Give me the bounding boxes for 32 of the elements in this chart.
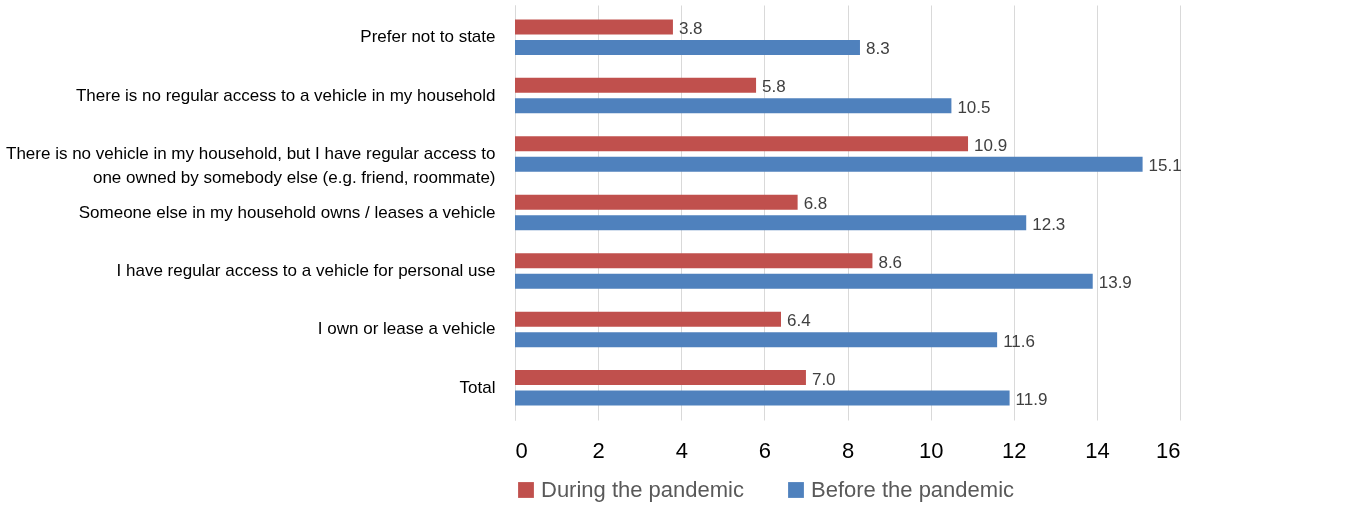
legend-label: Before the pandemic [811, 477, 1015, 502]
data-label: 6.8 [803, 194, 828, 214]
data-label: 5.8 [762, 77, 786, 97]
data-label: 15.1 [1148, 156, 1182, 176]
y-tick-label: There is no regular access to a vehicle in my household [75, 85, 496, 105]
x-tick-label: 12 [1002, 437, 1027, 463]
y-tick-label: I own or lease a vehicle [317, 319, 496, 339]
data-label: 10.9 [974, 135, 1008, 155]
data-label: 10.5 [957, 97, 991, 117]
data-label: 11.6 [1003, 331, 1035, 351]
y-tick-label: Someone else in my household owns / leases a vehicle [78, 202, 496, 222]
x-tick-label: 2 [592, 437, 605, 463]
data-label: 12.3 [1032, 214, 1066, 234]
x-tick-label: 14 [1085, 437, 1110, 463]
data-label: 11.9 [1015, 390, 1048, 410]
legend-label: During the pandemic [541, 477, 745, 502]
data-label: 7.0 [811, 369, 836, 389]
y-tick-label: I have regular access to a vehicle for personal use [116, 260, 496, 280]
x-tick-label: 6 [758, 437, 771, 463]
x-tick-label: 0 [515, 437, 528, 463]
x-tick-label: 8 [841, 437, 855, 463]
data-label: 3.8 [678, 18, 703, 38]
data-label: 8.6 [878, 252, 903, 272]
data-label: 13.9 [1098, 273, 1132, 293]
y-tick-label: Total [459, 377, 496, 397]
data-label: 6.4 [787, 311, 811, 331]
y-tick-label: Prefer not to state [360, 27, 496, 47]
x-tick-label: 4 [675, 437, 688, 463]
x-tick-label: 10 [918, 437, 944, 463]
x-tick-label: 16 [1156, 437, 1181, 463]
data-label: 8.3 [865, 39, 890, 59]
y-tick-label: There is no vehicle in my household, but I have regular access to one owned by somebody else (e.g. friend, roommate) [6, 144, 496, 188]
